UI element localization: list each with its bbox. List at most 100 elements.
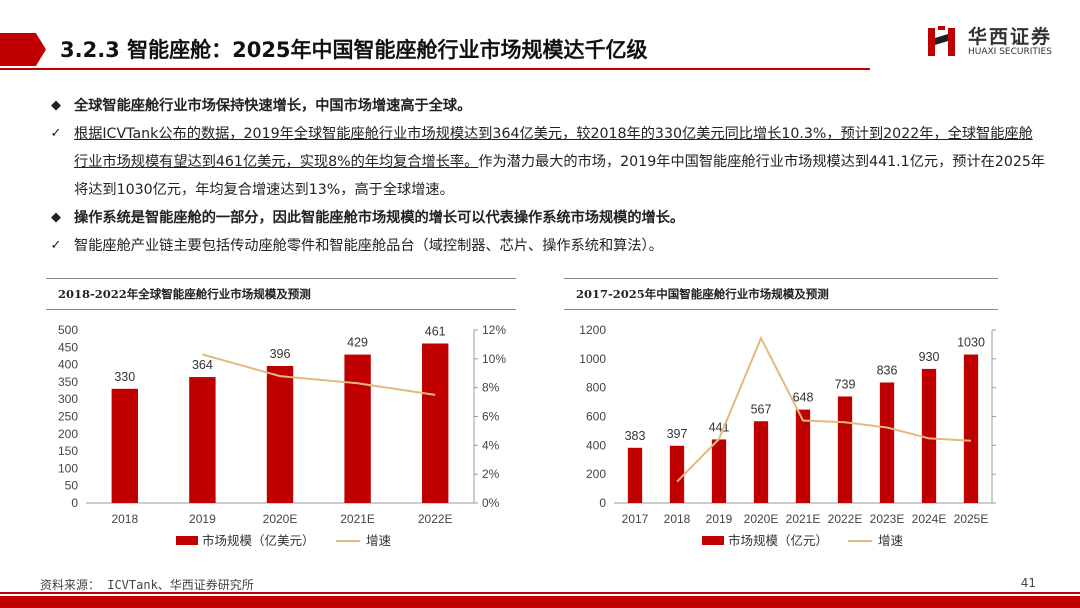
bar xyxy=(837,396,853,503)
left-axis-tick-label: 0 xyxy=(599,496,606,510)
x-axis-tick-label: 2023E xyxy=(870,512,905,526)
left-axis-tick-label: 800 xyxy=(586,381,606,395)
bar xyxy=(711,439,727,503)
bar-data-label: 1030 xyxy=(957,336,985,350)
bar-data-label: 836 xyxy=(877,363,898,377)
left-axis-tick-label: 600 xyxy=(586,410,606,424)
bar xyxy=(422,343,449,503)
right-axis-tick-label: 2% xyxy=(482,467,500,481)
company-logo: 华西证券 HUAXI SECURITIES xyxy=(926,22,1066,62)
legend-bar-swatch xyxy=(702,536,724,545)
bullet-text: 操作系统是智能座舱的一部分，因此智能座舱市场规模的增长可以代表操作系统市场规模的… xyxy=(74,210,685,226)
x-axis-tick-label: 2022E xyxy=(828,512,863,526)
growth-rate-line xyxy=(676,335,972,483)
x-axis-tick-label: 2021E xyxy=(340,512,375,526)
global-market-chart-plot: 0 50 100 150 200 250 300 350 400 450 500 0% 2% 4% 6% 8%… xyxy=(58,323,506,548)
bullet-item: ◆ 操作系统是智能座舱的一部分，因此智能座舱市场规模的增长可以代表操作系统市场规… xyxy=(46,204,1046,232)
right-axis-tick-label: 12% xyxy=(482,323,506,337)
right-axis-tick-label: 6% xyxy=(482,410,500,424)
right-axis-tick-label: 0% xyxy=(482,496,500,510)
left-axis-tick-label: 0 xyxy=(71,496,78,510)
x-axis-tick-label: 2017 xyxy=(622,512,649,526)
legend-line-label: 增速 xyxy=(366,533,392,548)
left-axis-tick-label: 500 xyxy=(58,323,78,337)
chart-title: 2018-2022年全球智能座舱行业市场规模及预测 xyxy=(46,278,516,310)
left-axis-tick-label: 450 xyxy=(58,340,78,354)
logo-chinese-name: 华西证券 xyxy=(968,26,1053,48)
bar-data-label: 739 xyxy=(835,377,856,391)
diamond-bullet-icon: ◆ xyxy=(51,210,61,225)
right-axis-tick-label: 10% xyxy=(482,352,506,366)
bar xyxy=(879,382,895,503)
bullet-list: ◆ 全球智能座舱行业市场保持快速增长，中国市场增速高于全球。 ✓ 根据ICVTa… xyxy=(46,92,1046,260)
bar-data-label: 383 xyxy=(625,429,646,443)
bar xyxy=(669,445,685,503)
bar-data-label: 396 xyxy=(270,347,291,361)
bar-data-label: 429 xyxy=(347,336,368,350)
legend-line-label: 增速 xyxy=(878,533,904,548)
page-title: 3.2.3 智能座舱：2025年中国智能座舱行业市场规模达千亿级 xyxy=(60,38,648,62)
bar xyxy=(963,354,979,503)
page-number: 41 xyxy=(1020,576,1036,590)
bullet-item: ◆ 全球智能座舱行业市场保持快速增长，中国市场增速高于全球。 xyxy=(46,92,1046,120)
bar xyxy=(627,447,643,503)
bar-data-label: 461 xyxy=(425,324,446,338)
x-axis-tick-label: 2025E xyxy=(954,512,989,526)
chart-title: 2017-2025年中国智能座舱行业市场规模及预测 xyxy=(564,278,998,310)
bar xyxy=(266,365,294,503)
left-axis-tick-label: 250 xyxy=(58,410,78,424)
left-axis-tick-label: 400 xyxy=(58,358,78,372)
title-divider xyxy=(0,68,870,70)
legend-bar-label: 市场规模（亿美元） xyxy=(202,533,315,548)
x-axis-tick-label: 2018 xyxy=(111,512,138,526)
bar-data-label: 330 xyxy=(114,370,135,384)
left-axis-tick-label: 200 xyxy=(58,427,78,441)
huaxi-logo-icon xyxy=(928,26,955,56)
global-market-chart: 2018-2022年全球智能座舱行业市场规模及预测 0 50 100 150 200 25… xyxy=(46,278,516,558)
x-axis-tick-label: 2020E xyxy=(744,512,779,526)
bar-data-label: 567 xyxy=(751,402,772,416)
source-note: 资料来源： ICVTank、华西证券研究所 xyxy=(40,578,254,592)
legend-bar-label: 市场规模（亿元） xyxy=(728,533,828,548)
x-axis-tick-label: 2021E xyxy=(786,512,821,526)
bullet-item: ✓ 根据ICVTank公布的数据，2019年全球智能座舱行业市场规模达到364亿… xyxy=(46,120,1046,204)
bar xyxy=(753,421,769,503)
left-axis-tick-label: 150 xyxy=(58,444,78,458)
x-axis-tick-label: 2019 xyxy=(189,512,216,526)
growth-rate-line xyxy=(202,353,436,396)
footer-divider xyxy=(0,592,1080,594)
bar-data-label: 648 xyxy=(793,391,814,405)
left-axis-tick-label: 50 xyxy=(65,479,79,493)
x-axis-tick-label: 2020E xyxy=(263,512,298,526)
right-axis-tick-label: 8% xyxy=(482,381,500,395)
right-axis-tick-label: 4% xyxy=(482,438,500,452)
diamond-bullet-icon: ◆ xyxy=(51,98,61,113)
bar xyxy=(111,388,138,503)
bar xyxy=(795,409,811,503)
x-axis-tick-label: 2019 xyxy=(706,512,733,526)
left-axis-tick-label: 200 xyxy=(586,467,606,481)
checkmark-bullet-icon: ✓ xyxy=(50,238,62,253)
logo-english-name: HUAXI SECURITIES xyxy=(968,47,1052,57)
left-axis-tick-label: 400 xyxy=(586,438,606,452)
legend-bar-swatch xyxy=(176,536,198,545)
bar-data-label: 930 xyxy=(919,350,940,364)
left-axis-tick-label: 300 xyxy=(58,392,78,406)
bullet-text: 作为潜力最大的市场，2019年中国智能座舱行业市场规模达到441.1亿元，预计在… xyxy=(74,154,1046,198)
title-accent-tab xyxy=(0,33,46,66)
bar xyxy=(344,354,371,503)
bullet-text: 全球智能座舱行业市场保持快速增长，中国市场增速高于全球。 xyxy=(74,98,472,114)
left-axis-tick-label: 100 xyxy=(58,461,78,475)
bar-data-label: 364 xyxy=(192,358,213,372)
x-axis-tick-label: 2024E xyxy=(912,512,947,526)
bar-data-label: 397 xyxy=(667,427,688,441)
bullet-text-underlined: 根据ICVTank公布的数据，2019年全球智能座舱行业市场规模达到364亿美元… xyxy=(74,126,1033,170)
bullet-item: ✓ 智能座舱产业链主要包括传动座舱零件和智能座舱品台（域控制器、芯片、操作系统和… xyxy=(46,232,1046,260)
bar xyxy=(189,377,216,503)
left-axis-tick-label: 1200 xyxy=(579,323,606,337)
x-axis-tick-label: 2022E xyxy=(418,512,453,526)
china-market-chart-plot: 0200400600800100012000%5%10%15%20%25%30%… xyxy=(579,323,996,548)
footer-bar xyxy=(0,596,1080,608)
bullet-text: 智能座舱产业链主要包括传动座舱零件和智能座舱品台（域控制器、芯片、操作系统和算法… xyxy=(74,238,663,254)
left-axis-tick-label: 350 xyxy=(58,375,78,389)
